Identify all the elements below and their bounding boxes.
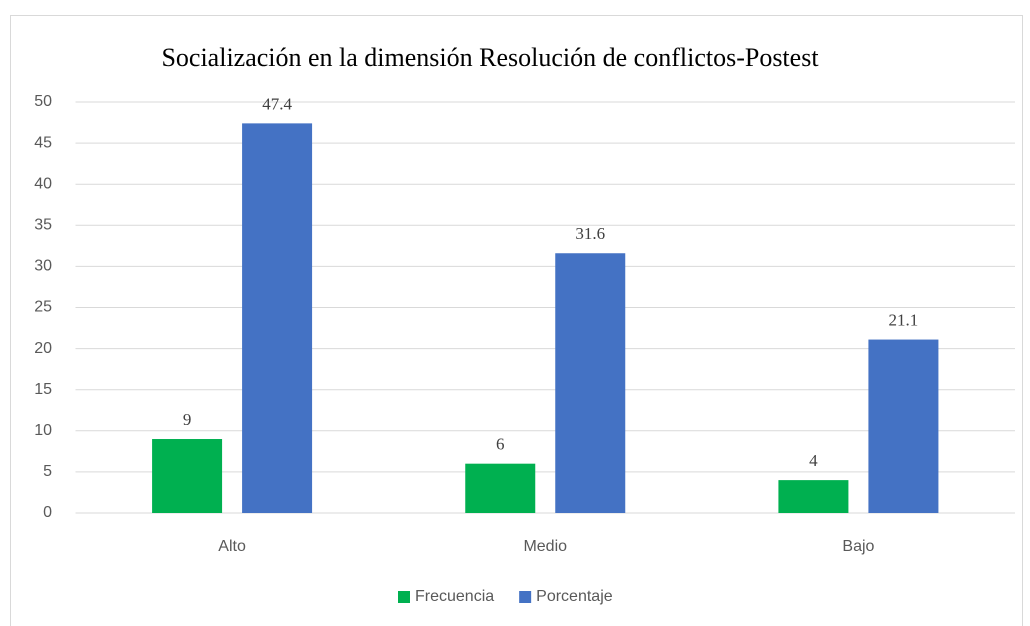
data-label: 31.6 (575, 224, 605, 243)
data-label: 4 (809, 451, 818, 470)
y-tick-label: 0 (43, 504, 52, 521)
bar (465, 463, 536, 513)
data-label: 21.1 (889, 310, 919, 329)
x-tick-label: Bajo (842, 538, 874, 555)
data-label: 9 (183, 410, 192, 429)
bar (152, 439, 223, 513)
bar (868, 339, 939, 513)
legend-swatch (519, 591, 532, 603)
chart-title: Socialización en la dimensión Resolución… (161, 43, 819, 72)
y-tick-label: 20 (34, 340, 52, 357)
x-tick-label: Alto (218, 538, 246, 555)
y-tick-label: 30 (34, 258, 52, 275)
y-tick-label: 10 (34, 422, 52, 439)
y-tick-label: 40 (34, 175, 52, 192)
bar (778, 480, 849, 513)
y-tick-label: 5 (43, 463, 52, 480)
chart-border (10, 15, 1023, 626)
data-label: 6 (496, 435, 505, 454)
x-tick-label: Medio (523, 538, 567, 555)
y-tick-label: 50 (34, 93, 52, 110)
y-tick-label: 15 (34, 381, 52, 398)
legend-label: Porcentaje (536, 588, 613, 605)
bar (242, 123, 313, 513)
y-tick-label: 45 (34, 134, 52, 151)
data-label: 47.4 (262, 94, 292, 113)
bar (555, 253, 626, 514)
y-tick-label: 35 (34, 217, 52, 234)
legend-swatch (398, 591, 410, 603)
y-tick-label: 25 (34, 299, 52, 316)
legend-label: Frecuencia (415, 588, 494, 605)
